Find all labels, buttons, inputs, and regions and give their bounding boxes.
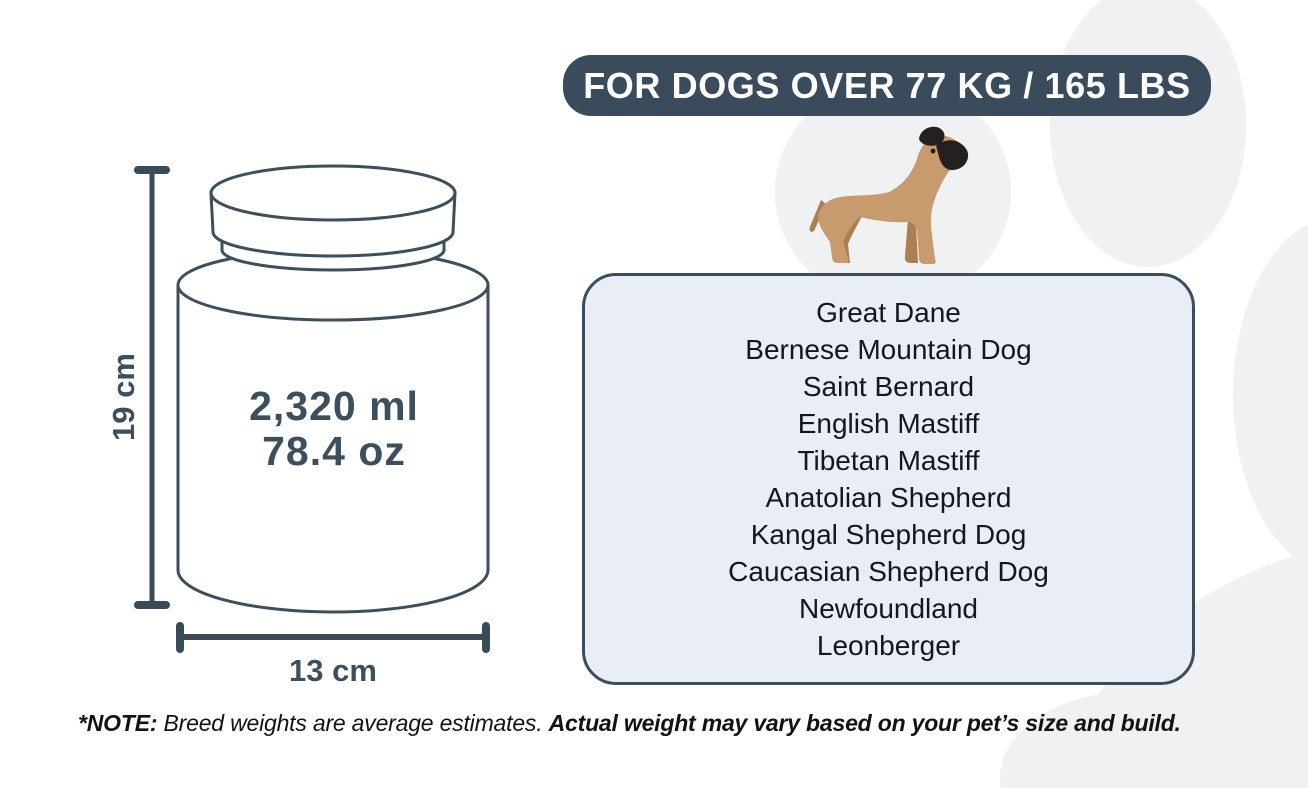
height-dimension-line	[134, 166, 170, 609]
breed-list-item: Anatolian Shepherd	[765, 482, 1012, 513]
breed-list-item: Leonberger	[816, 630, 961, 661]
capacity-oz-label: 78.4 oz	[262, 428, 406, 474]
container-capacity: 2,320 ml 78.4 oz	[178, 384, 490, 474]
breed-list-item: Caucasian Shepherd Dog	[728, 556, 1049, 587]
breed-list-item: Newfoundland	[798, 593, 978, 624]
width-label: 13 cm	[289, 653, 377, 688]
great-dane-icon	[809, 126, 969, 264]
breed-list-item: Great Dane	[816, 297, 961, 328]
breed-list-panel: Great Dane Bernese Mountain Dog Saint Bern…	[582, 273, 1195, 685]
footnote-body: Breed weights are average estimates.	[163, 710, 549, 736]
breed-list: Great Dane Bernese Mountain Dog Saint Bern…	[728, 294, 1049, 664]
weight-range-badge: FOR DOGS OVER 77 KG / 165 LBS	[563, 55, 1211, 116]
footnote-prefix: *NOTE:	[78, 710, 158, 736]
breed-list-item: Kangal Shepherd Dog	[750, 519, 1027, 550]
breed-list-item: Bernese Mountain Dog	[745, 334, 1032, 365]
breed-list-item: English Mastiff	[797, 408, 980, 439]
breed-list-item: Tibetan Mastiff	[797, 445, 980, 476]
breed-list-item: Saint Bernard	[802, 371, 975, 402]
footnote: *NOTE: Breed weights are average estimat…	[78, 710, 1256, 737]
height-label: 19 cm	[106, 353, 141, 441]
food-jar-icon	[176, 164, 490, 614]
footnote-emphasis: Actual weight may vary based on your pet…	[548, 710, 1181, 736]
capacity-ml-label: 2,320 ml	[249, 383, 419, 429]
width-dimension-line	[176, 622, 490, 653]
weight-range-label: FOR DOGS OVER 77 KG / 165 LBS	[583, 64, 1191, 106]
